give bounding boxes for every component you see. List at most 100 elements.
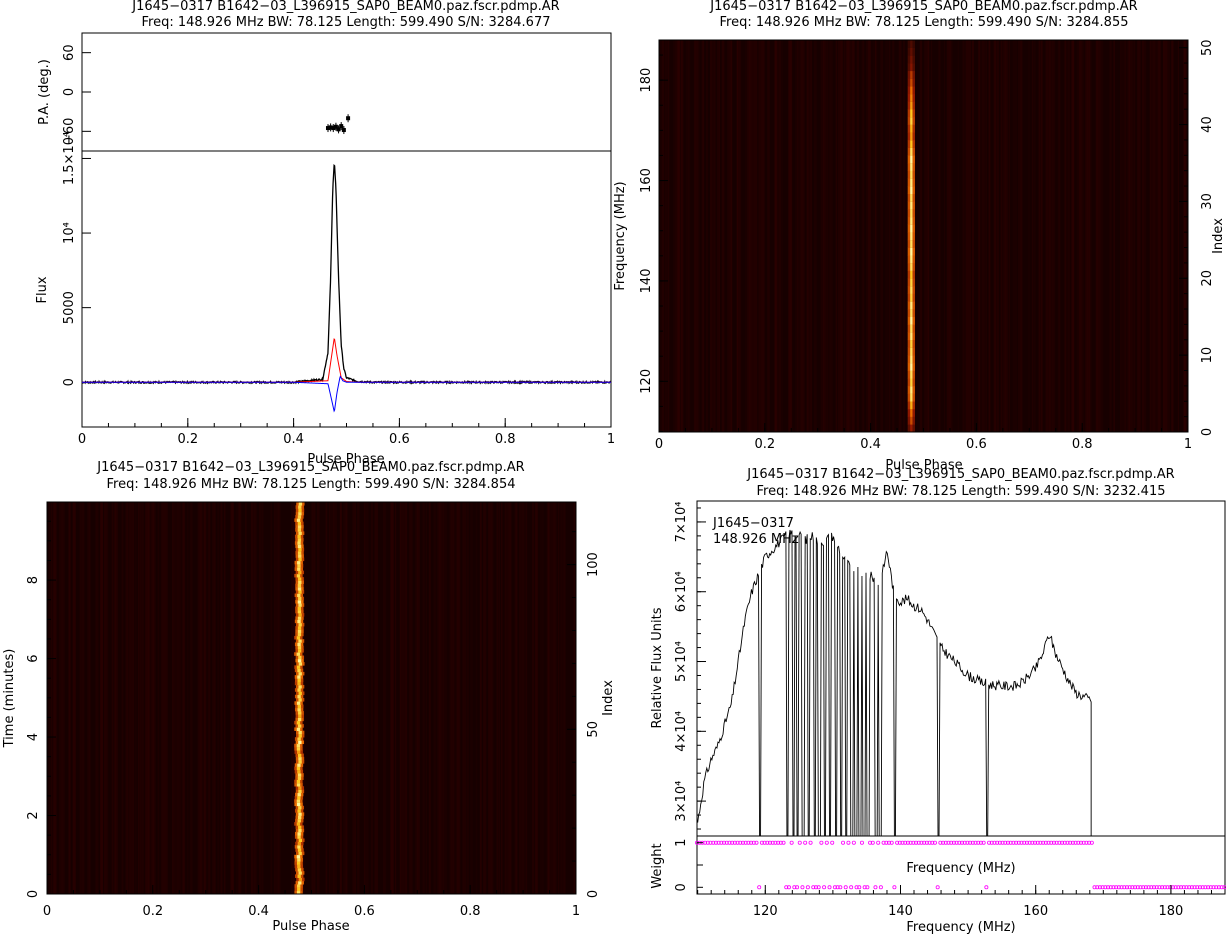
noise-column [837, 40, 839, 432]
flux-units-axis-ticks: 3×10⁴ 4×10⁴ 5×10⁴ 6×10⁴ 7×10⁴ [674, 501, 706, 830]
weight-marker [849, 885, 854, 890]
weight-marker [1154, 885, 1159, 890]
noise-column [437, 502, 440, 894]
pulse-subint-cell [297, 537, 302, 542]
weight-marker [908, 840, 913, 845]
weight-marker [768, 840, 773, 845]
noise-column [919, 40, 923, 432]
noise-column [122, 502, 124, 894]
pulse-channel-cell [910, 339, 913, 348]
noise-column [197, 502, 200, 894]
weight-marker [824, 840, 829, 845]
flux-units-tick: 5×10⁴ [674, 641, 689, 682]
time-tick: 8 [26, 576, 41, 584]
pulse-channel-cell [910, 247, 913, 256]
noise-column [475, 502, 478, 894]
weight-marker [976, 840, 981, 845]
time-phase-x-tick: 0.4 [248, 904, 269, 919]
noise-column [433, 502, 436, 894]
pulse-subint-cell [297, 632, 302, 637]
weight-marker [1095, 885, 1100, 890]
noise-column [1133, 40, 1135, 432]
time-phase-x-tick: 1 [572, 904, 580, 919]
noise-column [552, 502, 555, 894]
weight-marker [841, 840, 846, 845]
noise-column [382, 502, 385, 894]
pulse-channel-cell [910, 370, 913, 379]
pulse-subint-cell [298, 508, 302, 513]
noise-column [774, 40, 776, 432]
noise-column [957, 40, 959, 432]
index-tick: 40 [1200, 116, 1215, 133]
weight-marker [797, 840, 802, 845]
weight-marker [1005, 840, 1010, 845]
noise-column [788, 40, 790, 432]
noise-column [750, 40, 754, 432]
weight-marker [1035, 840, 1040, 845]
pulse-subint-cell [298, 603, 302, 607]
pulse-subint-cell [298, 511, 302, 516]
index-tick: 30 [1200, 193, 1215, 210]
time-phase-x-tick: 0.2 [142, 904, 163, 919]
noise-column [224, 502, 226, 894]
pulse-subint-cell [298, 671, 302, 676]
pulse-subint-cell [297, 534, 301, 539]
pulse-channel-cell [910, 355, 913, 364]
noise-column [428, 502, 431, 894]
weight-marker [1100, 885, 1105, 890]
noise-column [872, 40, 874, 432]
weight-marker [1054, 840, 1059, 845]
pulse-subint-cell [297, 707, 301, 712]
pulse-subint-cell [297, 681, 301, 686]
pulse-subint-cell [298, 613, 302, 617]
noise-column [329, 502, 332, 894]
pulse-subint-cell [297, 606, 301, 611]
flux-tick: 5000 [62, 291, 77, 324]
freq-phase-x-tick: 0.8 [1072, 437, 1093, 452]
weight-marker [1106, 885, 1111, 890]
noise-column [660, 40, 662, 432]
noise-column [796, 40, 799, 432]
noise-column [693, 40, 696, 432]
weight-marker [1057, 840, 1062, 845]
pulse-subint-cell [298, 724, 302, 728]
pulse-subint-cell [297, 792, 301, 797]
pulse-subint-cell [297, 521, 302, 526]
pulse-subint-cell [298, 828, 302, 833]
weight-marker [1030, 840, 1035, 845]
weight-marker [1122, 885, 1127, 890]
weight-marker [770, 840, 775, 845]
pulse-subint-cell [297, 515, 302, 519]
weight-marker [1079, 840, 1084, 845]
pulse-subint-cell [297, 645, 302, 650]
noise-column [946, 40, 949, 432]
noise-column [293, 502, 296, 894]
pulse-subint-cell [296, 799, 301, 803]
pa-profile-x-tick: 0.2 [177, 432, 198, 447]
weight-marker [922, 840, 927, 845]
noise-column [1045, 40, 1049, 432]
noise-column [409, 502, 412, 894]
noise-column [343, 502, 346, 894]
weight-marker [881, 840, 886, 845]
noise-column [926, 40, 928, 432]
noise-column [506, 502, 510, 894]
noise-column [696, 40, 698, 432]
noise-column [1003, 40, 1005, 432]
pulse-subint-cell [298, 733, 302, 738]
pa-profile-x-label: Pulse Phase [307, 452, 384, 467]
pulse-subint-cell [298, 684, 302, 689]
pulse-channel-cell [910, 408, 913, 417]
index-tick: 20 [1200, 270, 1215, 287]
bandpass-series [697, 529, 1092, 837]
time-phase-x-label: Pulse Phase [272, 919, 349, 934]
pulse-subint-cell [297, 809, 301, 813]
pulse-subint-cell [296, 779, 301, 784]
noise-column [401, 502, 404, 894]
weight-marker [941, 840, 946, 845]
weight-marker [989, 840, 994, 845]
pulse-subint-cell [298, 760, 302, 764]
noise-column [220, 502, 223, 894]
pa-profile-x-ticks: 0 0.2 0.4 0.6 0.8 1 [78, 418, 615, 447]
pulse-subint-cell [297, 626, 302, 630]
